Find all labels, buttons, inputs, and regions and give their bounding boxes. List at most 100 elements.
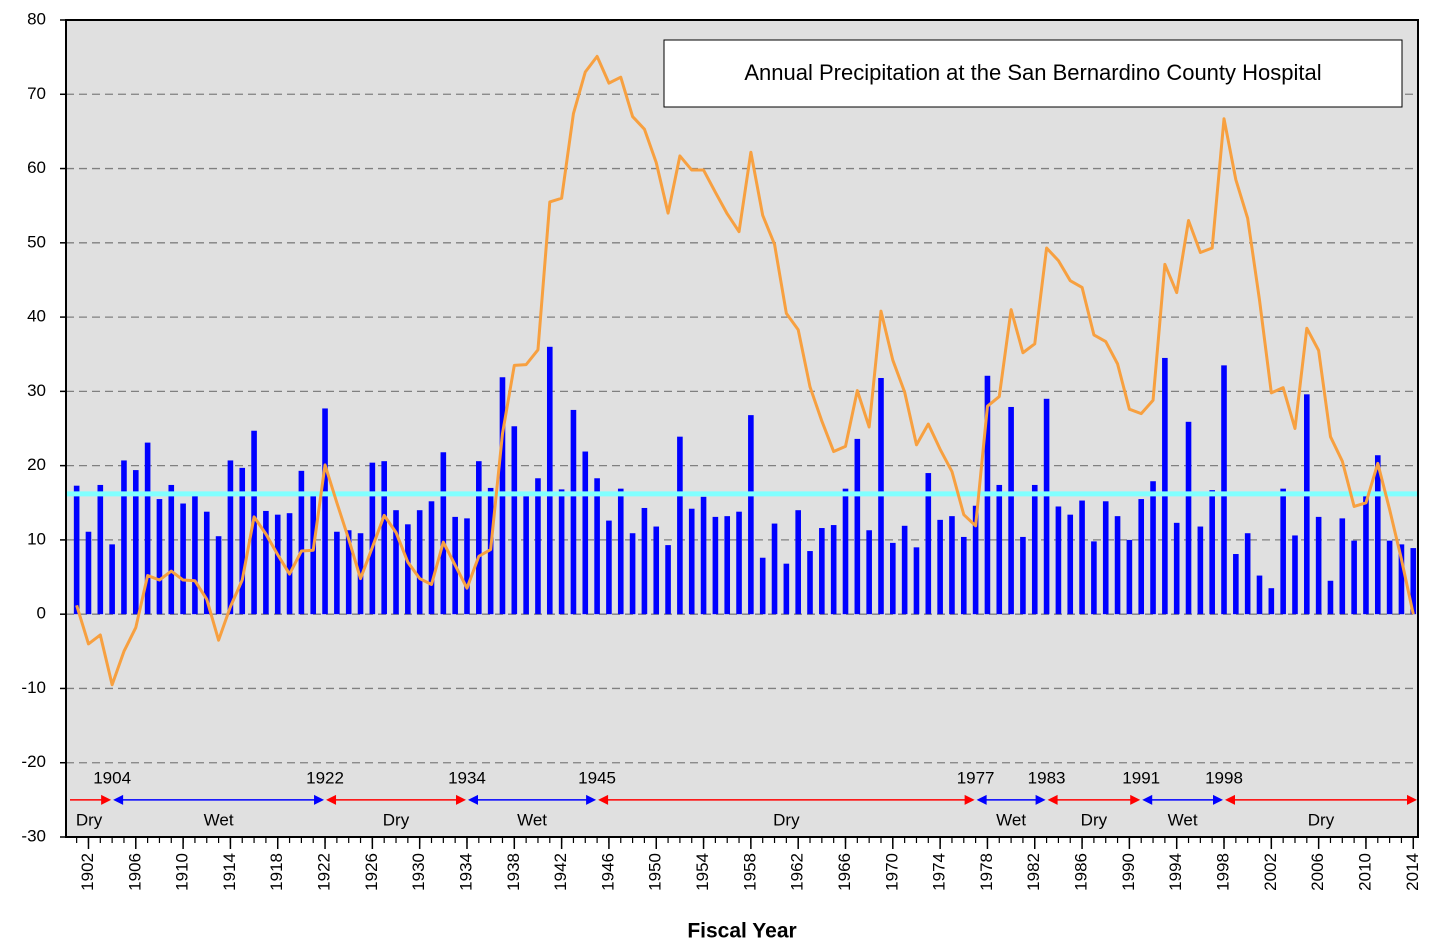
- bar: [890, 542, 896, 615]
- boundary-label: 1991: [1122, 768, 1160, 787]
- bar: [1244, 533, 1251, 615]
- bar: [842, 488, 849, 615]
- bar: [960, 536, 967, 615]
- boundary-label: 1998: [1205, 768, 1243, 787]
- x-tick-label: 1914: [220, 853, 239, 891]
- plot-frame: [65, 19, 1419, 838]
- bar: [901, 525, 908, 615]
- bar: [807, 551, 813, 615]
- bar: [819, 528, 825, 615]
- arrow-head: [1130, 794, 1141, 805]
- x-tick-label: 1950: [646, 853, 665, 891]
- bar: [85, 531, 92, 615]
- y-tick-label: 80: [27, 9, 46, 28]
- arrow-head: [1142, 794, 1153, 805]
- y-tick-label: -10: [21, 678, 46, 697]
- bar: [156, 499, 163, 615]
- bar: [511, 426, 518, 615]
- bar: [274, 514, 281, 615]
- x-tick-label: 1982: [1024, 853, 1043, 891]
- bar: [1020, 536, 1026, 615]
- bar: [748, 415, 754, 615]
- x-tick-label: 1906: [125, 853, 144, 891]
- bar: [1114, 516, 1121, 615]
- x-tick-label: 1966: [835, 853, 854, 891]
- bar: [215, 536, 222, 615]
- x-tick-label: 1962: [788, 853, 807, 891]
- bar: [1150, 481, 1156, 615]
- arrow-head: [467, 794, 478, 805]
- title-box: [663, 39, 1403, 108]
- bar: [239, 467, 246, 615]
- bar: [830, 525, 837, 615]
- x-tick-label: 1946: [598, 853, 617, 891]
- bar: [1126, 539, 1133, 615]
- period-label: Wet: [1168, 810, 1198, 829]
- bar: [759, 557, 766, 615]
- y-tick-label: 40: [27, 307, 46, 326]
- bar: [688, 508, 695, 615]
- boundary-label: 1904: [93, 768, 131, 787]
- x-tick-label: 2014: [1403, 853, 1422, 891]
- x-axis-title: Fiscal Year: [687, 920, 796, 943]
- bar: [298, 470, 305, 615]
- arrow-head: [326, 794, 337, 805]
- bar: [476, 461, 482, 615]
- x-tick-label: 1958: [740, 853, 759, 891]
- arrow-head: [1407, 794, 1417, 805]
- bar: [582, 451, 589, 615]
- boundary-label: 1983: [1028, 768, 1066, 787]
- bar: [428, 501, 435, 615]
- x-tick-label: 2006: [1308, 853, 1327, 891]
- bar: [97, 484, 104, 615]
- bar: [310, 496, 317, 615]
- arrow-head: [964, 794, 975, 805]
- bar: [972, 505, 979, 615]
- arrow-head: [598, 794, 609, 805]
- bar: [1091, 541, 1097, 615]
- y-tick-label: 60: [27, 158, 46, 177]
- bar: [73, 485, 80, 615]
- x-tick-label: 1990: [1119, 853, 1138, 891]
- bar: [144, 442, 151, 615]
- x-tick-label: 1918: [267, 853, 286, 891]
- bar: [1031, 484, 1038, 615]
- arrow-head: [1035, 794, 1046, 805]
- x-tick-label: 1974: [930, 853, 949, 891]
- arrow-head: [1213, 794, 1224, 805]
- bar: [546, 346, 553, 615]
- period-label: Dry: [383, 810, 410, 829]
- bar: [1102, 501, 1109, 615]
- y-tick-label: 20: [27, 455, 46, 474]
- arrow-head: [113, 794, 124, 805]
- boundary-label: 1934: [448, 768, 486, 787]
- bar: [665, 545, 671, 615]
- period-label: Wet: [204, 810, 234, 829]
- bar: [1209, 490, 1215, 615]
- period-label: Dry: [1081, 810, 1108, 829]
- bar: [1185, 421, 1192, 615]
- bar: [227, 460, 234, 615]
- x-tick-label: 1926: [362, 853, 381, 891]
- bar: [1067, 514, 1074, 615]
- bar: [949, 516, 955, 615]
- y-tick-label: 70: [27, 84, 46, 103]
- bar: [1386, 540, 1393, 615]
- bar: [345, 530, 352, 615]
- bar: [866, 530, 872, 615]
- bar: [393, 510, 399, 615]
- bar: [1339, 518, 1346, 615]
- bar: [416, 510, 423, 615]
- bar: [523, 496, 529, 615]
- y-tick-label: 30: [27, 381, 46, 400]
- bar: [1233, 554, 1239, 615]
- y-tick-label: -20: [21, 752, 46, 771]
- bar: [700, 496, 707, 615]
- period-label: Dry: [76, 810, 103, 829]
- bar: [653, 526, 660, 615]
- bar: [783, 563, 790, 615]
- x-tick-label: 1942: [551, 853, 570, 891]
- bar: [1268, 588, 1275, 615]
- bar: [1374, 455, 1381, 615]
- bar: [1304, 394, 1310, 615]
